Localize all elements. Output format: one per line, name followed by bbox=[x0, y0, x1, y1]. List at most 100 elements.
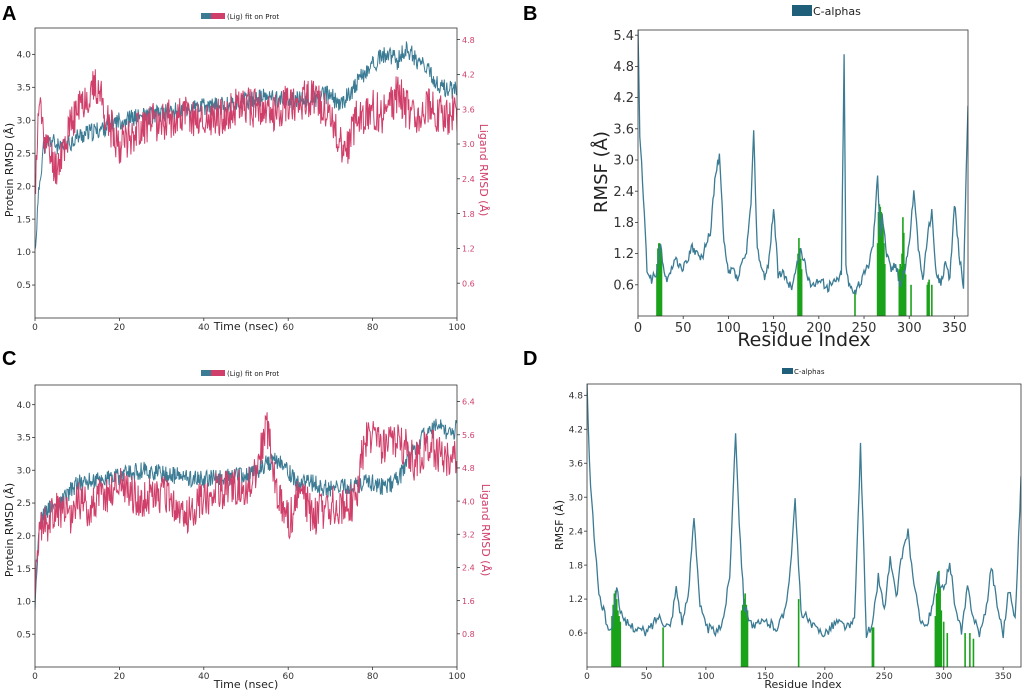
x-axis-label: Residue Index bbox=[737, 329, 870, 351]
x-tick-label: 100 bbox=[448, 323, 465, 333]
y-tick-label: 1.2 bbox=[569, 595, 583, 605]
x-tick-label: 100 bbox=[448, 672, 465, 682]
y-tick-label: 0.5 bbox=[17, 281, 31, 291]
x-tick-label: 150 bbox=[761, 321, 786, 336]
x-tick-label: 60 bbox=[282, 672, 294, 682]
y-tick-label: 3.5 bbox=[17, 434, 31, 444]
legend-label: C-alphas bbox=[813, 5, 861, 18]
y-tick-label: 1.8 bbox=[569, 561, 584, 571]
y-tick-label: 4.0 bbox=[17, 401, 32, 411]
series-line-ligand bbox=[35, 69, 457, 195]
legend-swatch-ligand bbox=[211, 370, 225, 376]
legend-swatch-protein bbox=[201, 370, 211, 376]
y2-tick-label: 3.6 bbox=[462, 105, 475, 114]
x-tick-label: 350 bbox=[995, 672, 1012, 682]
legend-swatch-protein bbox=[201, 13, 211, 19]
y-tick-label: 4.2 bbox=[613, 91, 634, 106]
y-tick-label: 2.5 bbox=[17, 149, 31, 159]
panel-b-label: B bbox=[523, 3, 537, 25]
x-tick-label: 60 bbox=[282, 323, 294, 333]
y-tick-label: 0.6 bbox=[569, 629, 584, 639]
x-tick-label: 0 bbox=[32, 323, 38, 333]
y2-tick-label: 0.6 bbox=[462, 279, 475, 288]
x-tick-label: 20 bbox=[114, 323, 126, 333]
y-tick-label: 3.0 bbox=[17, 466, 32, 476]
series-line-rmsf bbox=[638, 30, 968, 296]
y2-tick-label: 4.2 bbox=[462, 71, 475, 80]
series-line-rmsf bbox=[587, 384, 1021, 639]
panel-a: A (Lig) fit on Prot 0 20 40 60 80 100 0.5 1.0 1.… bbox=[2, 3, 490, 333]
y-tick-label: 1.2 bbox=[613, 247, 634, 262]
y2-tick-label: 1.2 bbox=[462, 245, 475, 254]
x-tick-label: 300 bbox=[897, 321, 922, 336]
legend-swatch-ligand bbox=[211, 13, 225, 19]
y2-axis-label: Ligand RMSD (Å) bbox=[479, 484, 492, 577]
plot-frame bbox=[34, 384, 458, 668]
panel-d-label: D bbox=[523, 348, 537, 370]
x-tick-label: 80 bbox=[367, 672, 379, 682]
y-tick-label: 2.4 bbox=[569, 527, 584, 537]
y-tick-label: 0.6 bbox=[613, 278, 634, 293]
y2-axis-label: Ligand RMSD (Å) bbox=[477, 124, 490, 217]
y-tick-label: 1.0 bbox=[17, 598, 32, 608]
x-tick-label: 200 bbox=[806, 321, 831, 336]
x-tick-label: 50 bbox=[641, 672, 653, 682]
y-tick-label: 4.0 bbox=[17, 51, 32, 61]
y-tick-label: 3.0 bbox=[613, 154, 634, 169]
y-tick-label: 3.6 bbox=[613, 122, 634, 137]
x-tick-label: 150 bbox=[757, 672, 774, 682]
x-tick-label: 250 bbox=[852, 321, 877, 336]
y2-tick-label: 1.8 bbox=[462, 210, 475, 219]
x-tick-label: 80 bbox=[367, 323, 379, 333]
legend-swatch-calpha bbox=[782, 368, 793, 374]
panel-b-plot: 0 50 100 150 200 250 300 350 0.6 1.2 1.8 2.4 3.0 3.6 4… bbox=[613, 29, 969, 336]
y2-tick-label: 4.0 bbox=[462, 497, 475, 506]
y-tick-label: 2.0 bbox=[17, 182, 32, 192]
panel-c-plot: 0 20 40 60 80 100 0.5 1.0 1.5 2.0 2.5 3.0 3.5 4.0 0.8 1… bbox=[17, 384, 475, 682]
panel-c-legend: (Lig) fit on Prot bbox=[201, 370, 279, 378]
series-line-protein bbox=[35, 41, 457, 250]
y-tick-label: 2.4 bbox=[613, 185, 634, 200]
y-axis-label: Protein RMSD (Å) bbox=[3, 483, 16, 577]
y-axis-label: Protein RMSD (Å) bbox=[3, 123, 16, 217]
y-axis-label: RMSF (Å) bbox=[590, 131, 612, 213]
y-tick-label: 4.2 bbox=[569, 425, 583, 435]
y-tick-label: 2.5 bbox=[17, 499, 31, 509]
panel-b: B C-alphas 0 50 100 150 200 250 300 350 0.6 1.2 1.… bbox=[523, 3, 969, 351]
y-tick-label: 1.5 bbox=[17, 215, 31, 225]
y2-tick-label: 4.8 bbox=[462, 464, 475, 473]
legend-label: (Lig) fit on Prot bbox=[227, 370, 279, 378]
plot-frame bbox=[34, 27, 458, 319]
panel-a-plot: 0 20 40 60 80 100 0.5 1.0 1.5 2.0 2.5 3.0 3.5 4.0 0.6 1… bbox=[17, 27, 475, 333]
y2-tick-label: 1.6 bbox=[462, 597, 475, 606]
x-tick-label: 200 bbox=[816, 672, 833, 682]
x-tick-label: 40 bbox=[198, 323, 210, 333]
y2-tick-label: 3.2 bbox=[462, 530, 475, 539]
panel-a-legend: (Lig) fit on Prot bbox=[201, 13, 279, 21]
plot-frame bbox=[637, 29, 969, 317]
y2-tick-label: 6.4 bbox=[462, 398, 475, 407]
y2-tick-label: 2.4 bbox=[462, 175, 475, 184]
series-line-ligand bbox=[35, 412, 457, 600]
y2-tick-label: 5.6 bbox=[462, 431, 475, 440]
panel-d-legend: C-alphas bbox=[782, 368, 825, 376]
y-tick-label: 3.0 bbox=[17, 116, 32, 126]
y-tick-label: 2.0 bbox=[17, 532, 32, 542]
x-tick-label: 40 bbox=[198, 672, 210, 682]
panel-c: C (Lig) fit on Prot 0 20 40 60 80 100 0.5 1.0 1.… bbox=[2, 348, 492, 691]
x-tick-label: 0 bbox=[634, 321, 642, 336]
y-axis-label: RMSF (Å) bbox=[553, 500, 566, 550]
y-tick-label: 4.8 bbox=[613, 60, 634, 75]
y2-tick-label: 0.8 bbox=[462, 630, 475, 639]
x-tick-label: 0 bbox=[32, 672, 38, 682]
panel-b-legend: C-alphas bbox=[792, 5, 861, 18]
y2-tick-label: 3.0 bbox=[462, 140, 475, 149]
y-tick-label: 1.8 bbox=[613, 216, 634, 231]
x-tick-label: 50 bbox=[675, 321, 692, 336]
plot-frame bbox=[586, 383, 1022, 668]
y-tick-label: 1.5 bbox=[17, 565, 31, 575]
panel-d: D C-alphas 0 50 100 150 200 250 300 350 0.6 1.2 1.… bbox=[523, 348, 1022, 691]
legend-label: C-alphas bbox=[794, 368, 825, 376]
y-tick-label: 5.4 bbox=[613, 29, 634, 44]
